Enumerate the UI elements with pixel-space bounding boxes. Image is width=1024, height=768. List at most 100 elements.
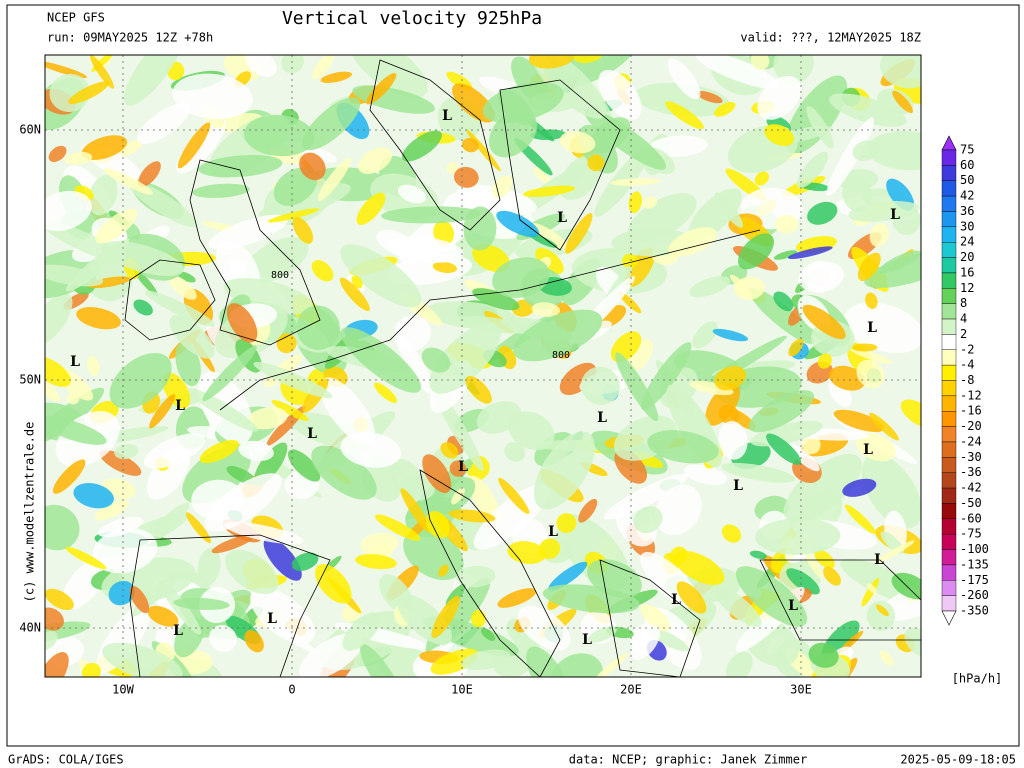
- low-marker: L: [307, 426, 317, 442]
- field-blob: [823, 566, 841, 586]
- colorbar-box: [941, 580, 957, 596]
- footer-software: GrADS: COLA/IGES: [8, 753, 124, 767]
- colorbar-unit: [hPa/h]: [952, 672, 1003, 686]
- graticule: [45, 55, 921, 677]
- field-blob: [425, 511, 450, 539]
- field-blob: [320, 71, 352, 83]
- field-blob: [696, 90, 723, 104]
- low-marker: L: [890, 207, 900, 223]
- field-blob: [508, 411, 555, 451]
- field-blob: [655, 484, 702, 536]
- field-blob: [87, 276, 131, 289]
- colorbar-box: [941, 303, 957, 320]
- field-blob: [431, 595, 460, 639]
- field-blob: [422, 454, 452, 494]
- field-blob: [401, 130, 442, 162]
- lat-label: 40N: [19, 621, 41, 635]
- field-blob: [559, 131, 596, 154]
- field-blob: [463, 206, 497, 251]
- field-blob: [788, 444, 820, 472]
- field-blob: [137, 102, 191, 145]
- field-blob: [523, 185, 576, 198]
- field-blob: [45, 292, 73, 345]
- colorbar-box: [941, 334, 957, 350]
- colorbar-label: 75: [960, 143, 974, 157]
- colorbar-label: 60: [960, 158, 974, 172]
- field-blob: [45, 415, 107, 445]
- colorbar-cap: [941, 610, 957, 626]
- field-blob: [302, 97, 361, 151]
- field-blob: [829, 365, 866, 391]
- field-blob: [633, 506, 663, 534]
- field-blob: [796, 151, 829, 189]
- low-marker: L: [874, 552, 884, 568]
- run-info: run: 09MAY2025 12Z +78h: [47, 31, 213, 45]
- field-blob: [802, 304, 846, 340]
- field-blob: [52, 459, 86, 494]
- field-blob: [869, 412, 899, 441]
- field-blob: [683, 464, 728, 486]
- field-blob: [433, 220, 455, 246]
- field-blob: [451, 487, 465, 505]
- colorbar-box: [941, 349, 957, 366]
- field-blob: [123, 55, 184, 106]
- field-blob: [62, 557, 109, 610]
- field-blob: [787, 246, 833, 259]
- field-blob: [99, 449, 142, 476]
- field-blob: [453, 166, 479, 188]
- field-blob: [48, 145, 67, 163]
- colorbar-box: [941, 395, 957, 412]
- copyright: (c) www.modellzentrale.de: [23, 422, 37, 603]
- field-blob: [169, 275, 197, 300]
- field-blob: [513, 309, 603, 362]
- field-blob: [45, 631, 58, 651]
- field-blob: [634, 82, 730, 117]
- colorbar-label: -30: [960, 450, 982, 464]
- field-blob: [529, 233, 558, 248]
- field-blob: [556, 513, 577, 534]
- field-blob: [647, 430, 719, 464]
- low-marker: L: [788, 598, 798, 614]
- field-blob: [176, 271, 196, 283]
- low-marker: L: [175, 398, 185, 414]
- field-blob: [173, 597, 230, 610]
- field-blob: [783, 453, 862, 523]
- colorbar-label: -8: [960, 373, 974, 387]
- field-blob: [565, 213, 593, 254]
- field-blob: [92, 528, 158, 574]
- field-blob: [244, 630, 264, 653]
- colorbar-box: [941, 380, 957, 397]
- colorbar-label: 8: [960, 296, 967, 310]
- field-blob: [755, 517, 841, 555]
- map-title: Vertical velocity 925hPa: [282, 8, 542, 29]
- field-blob: [587, 154, 605, 172]
- field-blob: [429, 477, 476, 516]
- colorbar-label: -2: [960, 342, 974, 356]
- field-blob: [393, 315, 431, 352]
- colorbar-label: 12: [960, 281, 974, 295]
- frame: [6, 4, 1020, 747]
- low-marker: L: [173, 623, 183, 639]
- field-blob: [618, 291, 642, 314]
- field-blob: [473, 483, 550, 550]
- colorbar-box: [941, 441, 957, 458]
- field-blob: [137, 161, 161, 188]
- field-blob: [143, 433, 206, 469]
- low-marker: L: [548, 524, 558, 540]
- field-blob: [622, 253, 639, 269]
- colorbar-box: [941, 364, 957, 381]
- field-blob: [114, 443, 139, 460]
- colorbar-box: [941, 457, 957, 473]
- field-blob: [204, 473, 282, 532]
- field-blob: [714, 192, 744, 228]
- field-blob: [695, 55, 779, 89]
- field-blob: [748, 287, 815, 344]
- colorbar-label: -260: [960, 588, 989, 602]
- field-blob: [243, 115, 315, 157]
- field-blob: [726, 651, 753, 677]
- colorbar-box: [941, 411, 957, 427]
- field-blob: [102, 642, 183, 677]
- field-blob: [149, 393, 176, 429]
- field-blob: [754, 171, 770, 186]
